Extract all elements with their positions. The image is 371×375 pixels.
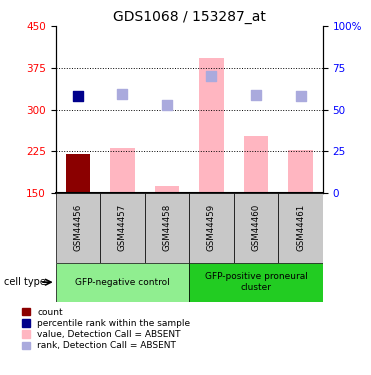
- Text: GSM44456: GSM44456: [73, 204, 82, 251]
- Legend: count, percentile rank within the sample, value, Detection Call = ABSENT, rank, : count, percentile rank within the sample…: [19, 305, 193, 353]
- Text: GSM44461: GSM44461: [296, 204, 305, 251]
- FancyBboxPatch shape: [189, 193, 234, 262]
- FancyBboxPatch shape: [56, 193, 100, 262]
- FancyBboxPatch shape: [145, 193, 189, 262]
- Text: GSM44458: GSM44458: [162, 204, 171, 251]
- Point: [253, 92, 259, 98]
- Text: GSM44460: GSM44460: [252, 204, 260, 251]
- Point: [298, 93, 303, 99]
- FancyBboxPatch shape: [189, 262, 323, 302]
- Point: [209, 74, 214, 80]
- Bar: [288, 150, 313, 193]
- Text: cell type: cell type: [4, 277, 46, 287]
- FancyBboxPatch shape: [56, 262, 189, 302]
- Point: [75, 93, 81, 99]
- Text: GSM44459: GSM44459: [207, 204, 216, 251]
- FancyBboxPatch shape: [278, 193, 323, 262]
- Bar: [244, 136, 268, 193]
- FancyBboxPatch shape: [100, 193, 145, 262]
- FancyBboxPatch shape: [234, 193, 278, 262]
- Text: GFP-negative control: GFP-negative control: [75, 278, 170, 286]
- Point: [164, 102, 170, 108]
- Title: GDS1068 / 153287_at: GDS1068 / 153287_at: [113, 10, 266, 24]
- Bar: [66, 154, 90, 193]
- Bar: [110, 147, 135, 193]
- Text: GSM44457: GSM44457: [118, 204, 127, 251]
- Point: [119, 91, 125, 97]
- Text: GFP-positive proneural
cluster: GFP-positive proneural cluster: [204, 273, 308, 292]
- Bar: [199, 58, 224, 193]
- Bar: [155, 186, 179, 193]
